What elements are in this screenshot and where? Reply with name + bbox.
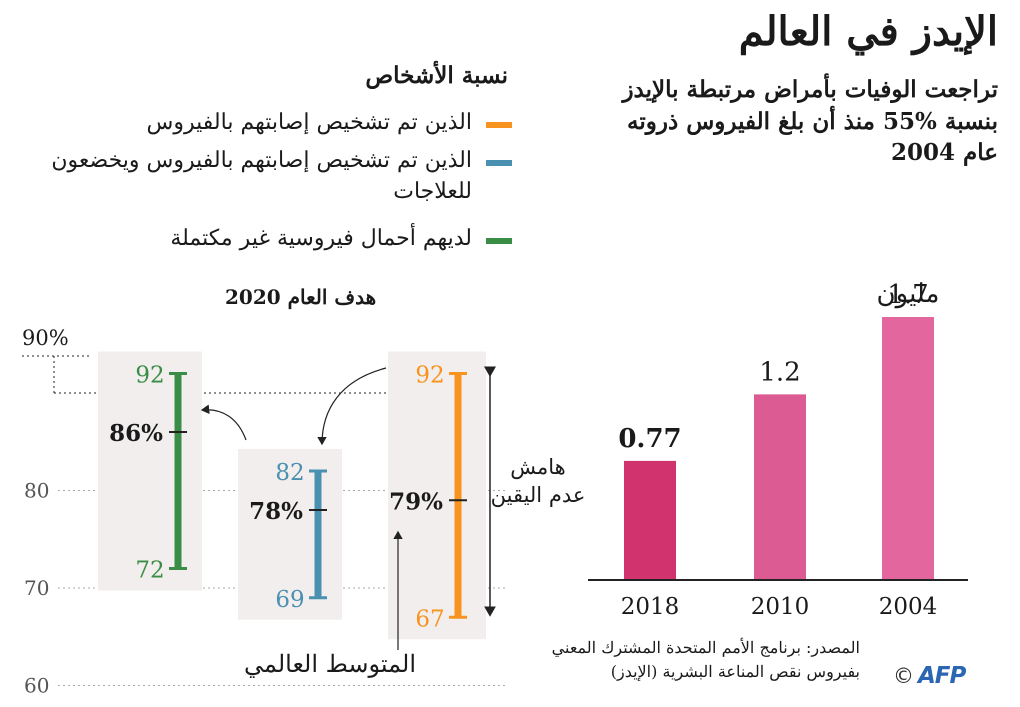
bar-unit-label: مليون [877,279,940,309]
bar-2004 [882,317,934,580]
bar-category-label-2018: 2018 [621,594,680,620]
source-note: المصدر: برنامج الأمم المتحدة المشترك الم… [551,638,860,681]
targets-range-chart: 60 70 80 90% هدف العام 2020 92 67 79% 82 69 78% 92 7… [22,285,585,698]
y-tick-label-60: 60 [24,674,49,698]
y-tick-label-80: 80 [24,479,49,503]
bar-value-label-2018: 0.77 [618,424,681,454]
legend-swatch-orange [486,122,512,128]
range-high-label-suppressed: 92 [135,363,164,389]
bar-category-label-2004: 2004 [879,594,938,620]
range-mid-label-treated: 78% [249,498,303,525]
bar-category-label-2010: 2010 [751,594,810,620]
link-arrow-treated-to-suppressed [200,404,247,441]
range-low-label-suppressed: 72 [135,558,164,584]
range-band-diagnosed [388,351,486,640]
range-high-label-diagnosed: 92 [415,363,444,389]
bar-2018 [624,460,676,580]
range-mid-label-diagnosed: 79% [389,488,443,515]
target-label: هدف العام 2020 [225,285,376,310]
bar-value-label-2010: 1.2 [759,357,800,387]
legend-item-suppressed: لديهم أحمال فيروسية غير مكتملة [42,224,512,255]
uncertainty-label-line2: عدم اليقين [491,483,586,508]
link-arrow-diagnosed-to-treated [317,367,387,446]
legend-item-diagnosed: الذين تم تشخيص إصابتهم بالفيروس [42,108,512,139]
afp-logo: AFP [918,663,966,689]
range-mid-label-suppressed: 86% [109,420,163,447]
copyright-symbol: © [893,664,914,688]
global-average-label: المتوسط العالمي [244,650,416,678]
y-tick-label-70: 70 [24,576,49,600]
range-low-label-diagnosed: 67 [415,606,444,632]
bar-value-label-2004: 1.7 [887,280,928,310]
bar-2010 [754,394,806,580]
uncertainty-label-line1: هامش [510,455,566,480]
legend-heading: نسبة الأشخاص [365,62,508,89]
target-value-label: 90% [22,326,69,350]
range-low-label-treated: 69 [275,587,304,613]
chart-subtitle: تراجعت الوفيات بأمراض مرتبطة بالإيدز بنس… [622,76,998,167]
range-band-treated [238,449,342,620]
deaths-bar-chart: 0.77 2018 1.2 2010 1.7 2004 مليون [588,279,968,620]
chart-title: الإيدز في العالم [738,8,998,55]
legend-swatch-blue [486,160,512,166]
legend-swatch-green [486,238,512,244]
range-high-label-treated: 82 [275,460,304,486]
legend-item-treated: الذين تم تشخيص إصابتهم بالفيروس ويخضعون … [42,146,512,208]
range-band-suppressed [98,351,202,591]
